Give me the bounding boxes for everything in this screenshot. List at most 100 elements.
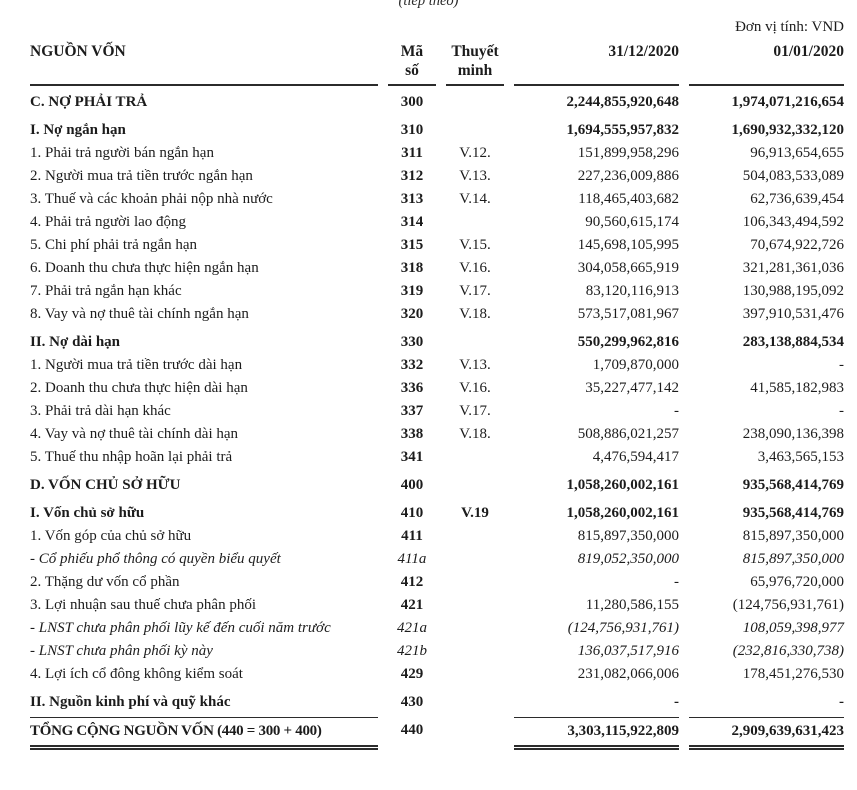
row-code: 341 — [400, 449, 424, 465]
row-value-prior: 62,736,639,454 — [750, 191, 844, 207]
row-code: 310 — [400, 122, 424, 138]
row-label: 1. Phải trả người bán ngắn hạn — [30, 145, 214, 161]
row-value-prior: 321,281,361,036 — [742, 260, 844, 276]
row-label: II. Nguồn kinh phí và quỹ khác — [30, 694, 231, 710]
row-value-prior: 1,974,071,216,654 — [731, 94, 845, 110]
table-row: 5. Chi phí phải trả ngắn hạn 315 V.15. 145,… — [0, 234, 857, 257]
row-label: 8. Vay và nợ thuê tài chính ngắn hạn — [30, 306, 249, 322]
row-value-current: 83,120,116,913 — [585, 283, 679, 299]
table-row: 1. Phải trả người bán ngắn hạn 311 V.12. 15… — [0, 142, 857, 165]
row-value-current: 227,236,009,886 — [577, 168, 679, 184]
row-label: - LNST chưa phân phối kỳ này — [30, 643, 213, 659]
row-value-current: - — [674, 574, 679, 590]
row-value-current: 573,517,081,967 — [577, 306, 679, 322]
row-code: 421b — [397, 643, 427, 659]
row-note: V.13. — [459, 168, 491, 184]
column-header-code-line2: số — [405, 62, 419, 79]
row-value-prior: 108,059,398,977 — [742, 620, 844, 636]
row-value-prior: 815,897,350,000 — [742, 551, 844, 567]
row-label: 4. Phải trả người lao động — [30, 214, 187, 230]
total-note — [446, 717, 504, 750]
table-row: 6. Doanh thu chưa thực hiện ngắn hạn 318 V… — [0, 257, 857, 280]
table-row: C. NỢ PHẢI TRẢ 300 2,244,855,920,648 1,974,… — [0, 91, 857, 114]
table-row: 4. Vay và nợ thuê tài chính dài hạn 338 V.… — [0, 423, 857, 446]
row-label: 3. Phải trả dài hạn khác — [30, 403, 171, 419]
row-label: 2. Thặng dư vốn cổ phần — [30, 574, 180, 590]
table-row: 2. Người mua trả tiền trước ngắn hạn 312 V… — [0, 165, 857, 188]
row-label: D. VỐN CHỦ SỞ HỮU — [30, 477, 181, 493]
table-row: D. VỐN CHỦ SỞ HỮU 400 1,058,260,002,161 935… — [0, 474, 857, 497]
table-row: 4. Lợi ích cổ đông không kiểm soát 429 231… — [0, 663, 857, 686]
row-label: - LNST chưa phân phối lũy kế đến cuối nă… — [30, 620, 331, 636]
row-value-current: 145,698,105,995 — [577, 237, 679, 253]
table-row: 7. Phải trả ngắn hạn khác 319 V.17. 83,120,… — [0, 280, 857, 303]
row-value-prior: - — [839, 694, 844, 710]
row-value-current: 304,058,665,919 — [577, 260, 679, 276]
continuation-note: (tiếp theo) — [398, 0, 459, 9]
row-value-prior: 70,674,922,726 — [750, 237, 844, 253]
column-header-note-line2: minh — [457, 62, 493, 79]
table-row: I. Nợ ngắn hạn 310 1,694,555,957,832 1,690,… — [0, 119, 857, 142]
table-row: 3. Thuế và các khoản phải nộp nhà nước 31… — [0, 188, 857, 211]
row-value-prior: 65,976,720,000 — [750, 574, 844, 590]
row-value-prior: 1,690,932,332,120 — [731, 122, 845, 138]
row-code: 336 — [400, 380, 424, 396]
unit-of-measure-label: Đơn vị tính: VND — [735, 19, 844, 35]
column-header-prior-period: 01/01/2020 — [689, 42, 844, 86]
row-code: 315 — [400, 237, 424, 253]
row-value-current: 1,694,555,957,832 — [566, 122, 680, 138]
row-value-current: 231,082,066,006 — [577, 666, 679, 682]
row-code: 410 — [400, 505, 424, 521]
row-value-current: 2,244,855,920,648 — [566, 94, 680, 110]
row-value-prior: (232,816,330,738) — [732, 643, 844, 659]
table-row: 4. Phải trả người lao động 314 90,560,615,… — [0, 211, 857, 234]
row-label: I. Nợ ngắn hạn — [30, 122, 126, 138]
row-value-current: 11,280,586,155 — [585, 597, 679, 613]
column-header-code: Mã số — [388, 42, 436, 86]
row-label: 1. Vốn góp của chủ sở hữu — [30, 528, 192, 544]
row-label: C. NỢ PHẢI TRẢ — [30, 94, 148, 110]
row-value-current: 136,037,517,916 — [577, 643, 679, 659]
row-note: V.18. — [459, 306, 491, 322]
row-code: 400 — [400, 477, 424, 493]
row-value-current: 550,299,962,816 — [577, 334, 679, 350]
table-row: - LNST chưa phân phối lũy kế đến cuối nă… — [0, 617, 857, 640]
table-row: I. Vốn chủ sở hữu 410 V.19 1,058,260,002,16… — [0, 502, 857, 525]
total-value-current: 3,303,115,922,809 — [514, 717, 679, 750]
row-note: V.16. — [459, 380, 491, 396]
row-value-current: 819,052,350,000 — [577, 551, 679, 567]
column-header-current-period: 31/12/2020 — [514, 42, 679, 86]
table-row: 3. Phải trả dài hạn khác 337 V.17. - - — [0, 400, 857, 423]
row-value-current: 118,465,403,682 — [578, 191, 679, 207]
row-label: 5. Thuế thu nhập hoãn lại phải trả — [30, 449, 233, 465]
row-code: 300 — [400, 94, 424, 110]
row-label: 7. Phải trả ngắn hạn khác — [30, 283, 182, 299]
row-label: 4. Lợi ích cổ đông không kiểm soát — [30, 666, 243, 682]
row-code: 330 — [400, 334, 424, 350]
row-code: 338 — [400, 426, 424, 442]
row-note: V.17. — [459, 403, 491, 419]
row-note: V.18. — [459, 426, 491, 442]
row-code: 332 — [400, 357, 424, 373]
row-note: V.12. — [459, 145, 491, 161]
row-note: V.17. — [459, 283, 491, 299]
row-value-prior: 283,138,884,534 — [742, 334, 844, 350]
row-value-current: - — [674, 403, 679, 419]
row-code: 320 — [400, 306, 424, 322]
row-code: 429 — [400, 666, 424, 682]
table-row: II. Nợ dài hạn 330 550,299,962,816 283,138,… — [0, 331, 857, 354]
row-code: 411a — [397, 551, 427, 567]
total-code: 440 — [400, 722, 424, 738]
column-header-note-line1: Thuyết — [451, 43, 499, 60]
table-row: - Cổ phiếu phổ thông có quyền biểu quyết… — [0, 548, 857, 571]
row-value-prior: 935,568,414,769 — [742, 505, 844, 521]
row-value-prior: 238,090,136,398 — [742, 426, 844, 442]
table-row: 8. Vay và nợ thuê tài chính ngắn hạn 320 V… — [0, 303, 857, 326]
row-code: 318 — [400, 260, 424, 276]
row-label: - Cổ phiếu phổ thông có quyền biểu quyết — [30, 551, 281, 567]
table-row: - LNST chưa phân phối kỳ này 421b 136,037,… — [0, 640, 857, 663]
total-label: TỔNG CỘNG NGUỒN VỐN (440 = 300 + 400) — [30, 717, 378, 750]
row-code: 314 — [400, 214, 424, 230]
row-note: V.15. — [459, 237, 491, 253]
